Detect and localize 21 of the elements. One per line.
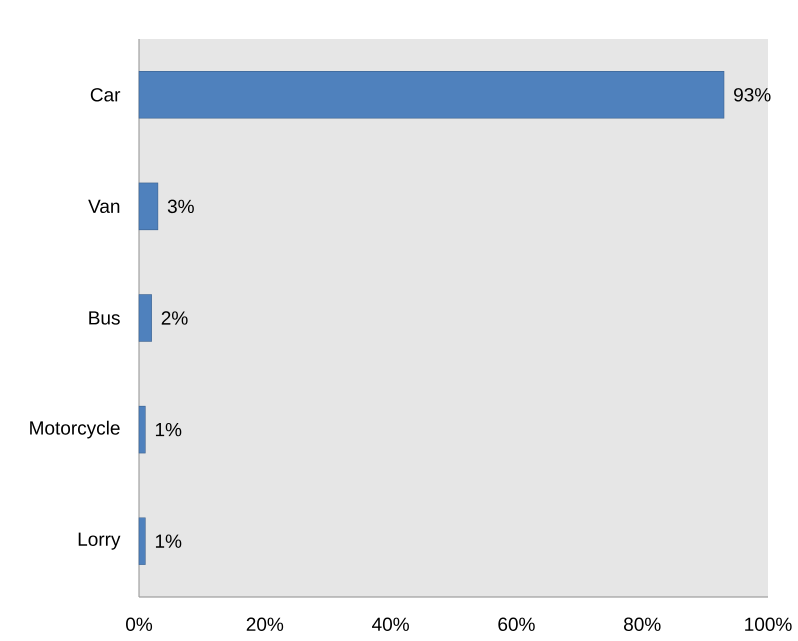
data-label: 3% <box>168 200 194 214</box>
x-tick-label: 20% <box>246 618 284 631</box>
y-tick-label: Lorry <box>78 532 120 550</box>
bar <box>138 406 146 454</box>
data-label: 1% <box>156 422 182 436</box>
data-label: 1% <box>156 534 182 548</box>
bar <box>138 294 152 342</box>
x-tick-label: 40% <box>372 618 409 631</box>
bar <box>138 517 146 565</box>
bar <box>138 182 158 230</box>
y-tick-label: Bus <box>89 311 120 325</box>
y-tick-label: Motorcycle <box>30 420 120 438</box>
x-tick-label: 80% <box>624 618 661 631</box>
x-tick-label: 60% <box>498 618 535 631</box>
x-tick-label: 100% <box>745 618 792 631</box>
bar <box>138 71 724 119</box>
y-tick-label: Car <box>90 88 120 102</box>
data-label: 2% <box>162 311 188 325</box>
data-label: 93% <box>734 88 771 102</box>
y-tick-label: Van <box>88 200 120 214</box>
x-tick-label: 0% <box>126 618 152 631</box>
